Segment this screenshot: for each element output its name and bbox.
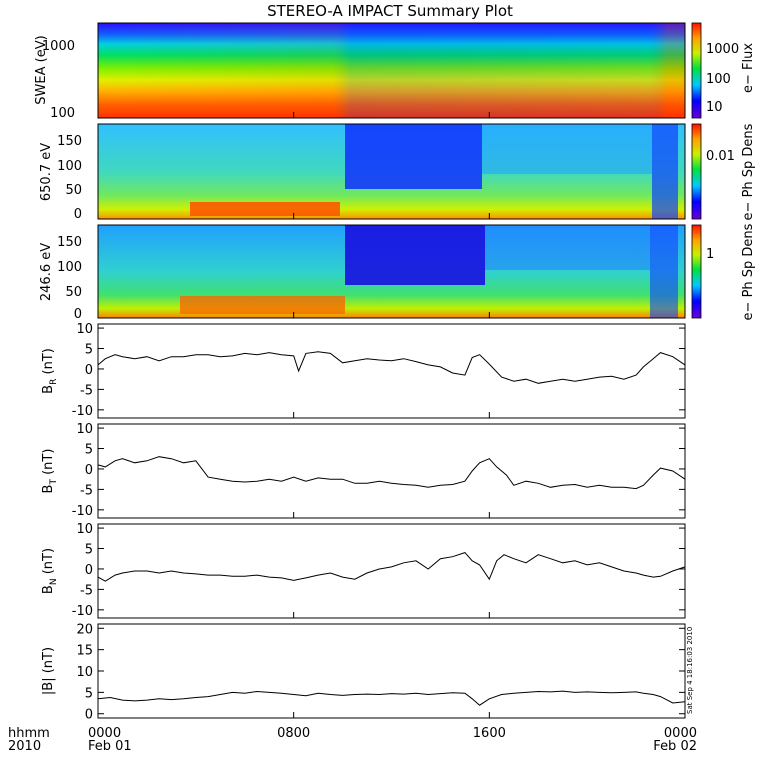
- ytick-label: 10: [76, 665, 93, 680]
- pad-650-ytick-100: 100: [57, 159, 82, 174]
- pad-650-frame: [97, 123, 686, 220]
- line-panel-frame: [97, 623, 686, 719]
- ytick-label: 5: [85, 343, 93, 358]
- pad-650-ylabel: 650.7 eV: [39, 143, 54, 201]
- series-line: [97, 456, 686, 490]
- line-panel-1: 10 5 0 -5 -10 BT (nT): [41, 422, 686, 519]
- pad-246-panel: 150 100 50 0 246.6 eV 1 e− Ph Sp Dens: [39, 223, 756, 322]
- ytick-label: -10: [72, 404, 93, 419]
- x-axis-row1-label: hhmm: [8, 726, 50, 741]
- pad-246-depletion: [345, 225, 485, 285]
- pad-246-enhancement: [180, 296, 345, 314]
- line-panel-0: 10 5 0 -5 -10 BR (nT): [41, 322, 686, 419]
- ytick-label: -5: [80, 583, 93, 598]
- ylabel-main: B: [41, 385, 56, 394]
- ylabel-unit: (nT): [41, 449, 56, 479]
- ylabel-main: B: [41, 585, 56, 594]
- ytick-label: 20: [76, 622, 93, 637]
- ylabel-unit: (nT): [41, 548, 56, 578]
- ytick-label: -10: [72, 504, 93, 519]
- pad-650-ytick-0: 0: [74, 207, 82, 222]
- swea-cbar-label: e− Flux: [741, 43, 756, 93]
- ylabel-sub: N: [49, 578, 59, 585]
- swea-panel: 1000 100 SWEA (eV) 1000 100 10 e− Flux: [34, 22, 756, 121]
- series-line: [97, 690, 686, 706]
- line-panel-frame: [97, 423, 686, 519]
- ytick-label: 10: [76, 422, 93, 437]
- line-panel-2: 10 5 0 -5 -10 BN (nT): [41, 522, 686, 619]
- pad-246-cbar-label: e− Ph Sp Dens: [741, 223, 756, 320]
- pad-246-frame: [97, 224, 686, 319]
- ytick-label: 0: [85, 563, 93, 578]
- pad-246-edge: [650, 225, 678, 318]
- pad-650-ytick-150: 150: [57, 134, 82, 149]
- xtick-label: 0000: [88, 726, 121, 741]
- pad-650-cbar-tick: 0.01: [706, 149, 735, 164]
- xtick-label: 1600: [473, 726, 506, 741]
- pad-650-edge: [652, 124, 678, 219]
- pad-650-enhancement: [190, 202, 340, 216]
- line-panel-frame: [97, 523, 686, 619]
- swea-ytick-1000: 1000: [42, 39, 75, 54]
- xtick-date-label: Feb 01: [88, 739, 132, 754]
- pad-650-colorbar: [691, 123, 702, 220]
- line-panel-ylabel: BT (nT): [41, 449, 59, 494]
- x-axis-row2-label: 2010: [8, 739, 41, 754]
- swea-cbar-tick-10: 10: [706, 100, 723, 115]
- line-panel-ylabel: BR (nT): [41, 348, 59, 394]
- ytick-label: 5: [85, 543, 93, 558]
- pad-246-ylabel: 246.6 eV: [39, 243, 54, 301]
- ytick-label: 15: [76, 644, 93, 659]
- ytick-label: -5: [80, 383, 93, 398]
- plot-title: STEREO-A IMPACT Summary Plot: [267, 2, 513, 20]
- pad-246-depletion-2: [485, 225, 650, 270]
- ylabel-main: B: [41, 485, 56, 494]
- generation-timestamp: Sat Sep 4 18:16:03 2010: [686, 627, 694, 714]
- swea-cbar-tick-100: 100: [706, 72, 731, 87]
- swea-cbar-tick-1000: 1000: [706, 42, 739, 57]
- line-panel-3: 20 15 10 5 0 |B| (nT): [41, 622, 686, 723]
- line-panel-ylabel: BN (nT): [41, 548, 59, 594]
- pad-246-ytick-100: 100: [57, 260, 82, 275]
- ytick-label: -10: [72, 604, 93, 619]
- pad-650-depletion-2: [482, 124, 652, 174]
- ytick-label: 10: [76, 522, 93, 537]
- pad-650-panel: 150 100 50 0 650.7 eV 0.01 e− Ph Sp Dens: [39, 123, 756, 222]
- pad-650-cbar-label: e− Ph Sp Dens: [741, 123, 756, 220]
- swea-ylabel: SWEA (eV): [34, 35, 49, 104]
- pad-246-ytick-150: 150: [57, 235, 82, 250]
- series-line: [97, 351, 686, 384]
- xtick-label: 0000: [664, 726, 697, 741]
- pad-650-ytick-50: 50: [65, 183, 82, 198]
- pad-246-cbar-tick: 1: [706, 247, 714, 262]
- swea-ytick-100: 100: [50, 106, 75, 121]
- swea-spectrogram-shading: [98, 23, 685, 118]
- line-panel-ylabel: |B| (nT): [41, 647, 56, 695]
- series-line: [97, 552, 686, 582]
- swea-colorbar: [691, 22, 702, 119]
- ylabel-sub: R: [49, 379, 59, 385]
- ytick-label: 0: [85, 708, 93, 723]
- ytick-label: 5: [85, 686, 93, 701]
- ytick-label: 0: [85, 363, 93, 378]
- ylabel-unit: (nT): [41, 348, 56, 378]
- ylabel-sub: T: [49, 479, 59, 486]
- pad-246-colorbar: [691, 224, 702, 319]
- pad-246-ytick-50: 50: [65, 285, 82, 300]
- xtick-label: 0800: [277, 726, 310, 741]
- line-panel-frame: [97, 323, 686, 419]
- ytick-label: 10: [76, 322, 93, 337]
- swea-frame: [97, 22, 686, 119]
- pad-246-ytick-0: 0: [74, 307, 82, 322]
- ytick-label: -5: [80, 483, 93, 498]
- ytick-label: 5: [85, 443, 93, 458]
- ytick-label: 0: [85, 463, 93, 478]
- pad-650-depletion: [345, 124, 482, 189]
- xtick-date-label: Feb 02: [653, 739, 697, 754]
